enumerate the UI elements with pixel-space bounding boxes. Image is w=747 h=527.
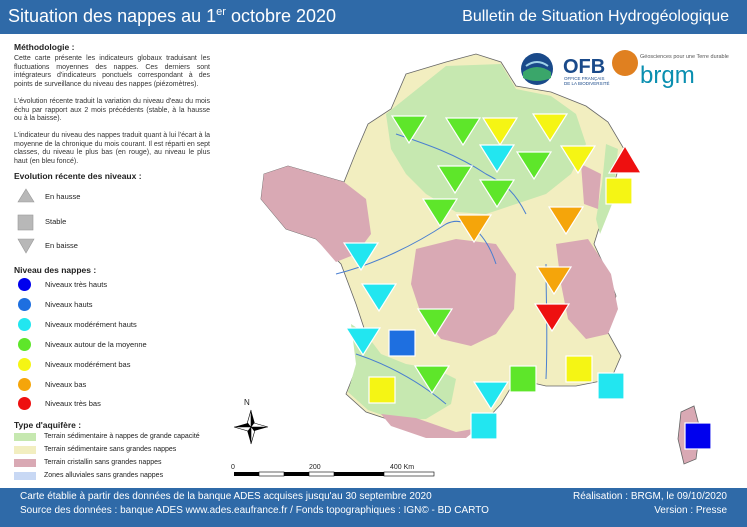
indicator-down-average [436,165,474,195]
indicator-down-average [413,365,451,395]
level-very-low-label: Niveaux très bas [45,399,101,408]
indicator-down-average [416,308,454,338]
scale-label-0: 0 [231,464,235,471]
methodology-paragraph-3: L'indicateur du niveau des nappes tradui… [14,132,210,166]
level-low-dot [18,378,31,391]
indicator-down-mod_high [342,242,380,272]
brgm-logo-text: brgm [640,62,695,89]
indicator-square-high [388,329,416,357]
indicator-down-mod_high [360,283,398,313]
indicator-square-mod_low [605,177,633,205]
garonne-river [355,353,447,405]
level-mod-low-label: Niveaux modérément bas [45,360,131,369]
indicator-square-mod_low [368,376,396,404]
map-area [216,34,747,488]
brgm-logo-icon [612,50,638,76]
seine-river [395,133,527,215]
footer-bar: Carte établie à partir des données de la… [0,488,747,527]
rising-arrow-icon [17,188,35,203]
indicator-square-very_high [684,422,712,450]
aquifer-swatch-1 [14,433,36,441]
aquifer-label-4: Zones alluviales sans grandes nappes [44,472,164,479]
vosges [581,164,601,209]
indicator-down-mod_high [472,381,510,411]
indicator-down-average [515,151,553,181]
footer-source: Source des données : banque ADES www.ade… [20,505,489,516]
level-average-label: Niveaux autour de la moyenne [45,340,147,349]
aquifer-swatch-3 [14,459,36,467]
indicators-layer [342,113,712,450]
levels-title: Niveau des nappes : [14,265,97,275]
indicator-down-mod_low [559,145,597,175]
indicator-down-low [455,214,493,244]
indicator-square-mod_high [597,372,625,400]
scale-label-200: 200 [309,464,321,471]
evolution-legend-symbols [17,188,35,254]
north-arrow-icon [233,409,269,445]
scale-label-400: 400 Km [390,464,415,471]
brgm-tagline: Géosciences pour une Terre durable [640,54,729,60]
footer-version: Version : Presse [654,505,727,516]
indicator-square-average [509,365,537,393]
indicator-square-mod_high [470,412,498,440]
evolution-title: Evolution récente des niveaux : [14,171,142,181]
bulletin-title: Bulletin de Situation Hydrogéologique [462,8,729,25]
aquifer-label-1: Terrain sédimentaire à nappes de grande … [44,433,200,440]
level-high-dot [18,298,31,311]
aquifer-label-2: Terrain sédimentaire sans grandes nappes [44,446,177,453]
header-bar: Situation des nappes au 1er octobre 2020… [0,0,747,34]
evolution-stable-label: Stable [45,217,67,226]
aquifer-swatch-2 [14,446,36,454]
armorican-massif [261,166,371,262]
level-very-low-dot [18,397,31,410]
level-mod-high-label: Niveaux modérément hauts [45,320,137,329]
level-very-high-label: Niveaux très hauts [45,280,108,289]
level-very-high-dot [18,278,31,291]
indicator-down-mod_low [531,113,569,143]
evolution-up-label: En hausse [45,192,81,201]
indicator-square-mod_low [565,355,593,383]
footer-realisation: Réalisation : BRGM, le 09/10/2020 [573,491,727,502]
evolution-down-label: En baisse [45,241,78,250]
indicator-down-average [390,115,428,145]
ofb-logo-subtitle: OFFICE FRANÇAIS DE LA BIODIVERSITÉ [564,76,610,86]
indicator-down-mod_high [344,327,382,357]
falling-arrow-icon [17,238,35,254]
stable-square-icon [17,214,34,231]
indicator-down-mod_low [481,117,519,147]
level-mod-high-dot [18,318,31,331]
france-map [216,34,747,488]
methodology-paragraph-1: Cette carte présente les indicateurs glo… [14,55,210,89]
indicator-down-low [547,206,585,236]
methodology-paragraph-2: L'évolution récente traduit la variation… [14,98,210,123]
indicator-down-average [421,198,459,228]
loire-river [335,220,497,275]
aquifer-swatch-4 [14,472,36,480]
footer-data-note: Carte établie à partir des données de la… [20,491,432,502]
legend-panel: Méthodologie : Cette carte présente les … [0,34,216,488]
indicator-down-average [478,179,516,209]
level-low-label: Niveaux bas [45,380,87,389]
ofb-logo-icon [521,53,553,85]
aquifer-label-3: Terrain cristallin sans grandes nappes [44,459,162,466]
methodology-title: Méthodologie : [14,42,75,52]
indicator-down-mod_high [478,144,516,174]
map-title: Situation des nappes au 1er octobre 2020 [8,6,337,26]
indicator-down-low [535,266,573,296]
level-high-label: Niveaux hauts [45,300,93,309]
alps [556,239,618,339]
level-average-dot [18,338,31,351]
aquifer-title: Type d'aquifère : [14,420,82,430]
ofb-logo-text: OFB [563,56,606,78]
north-label: N [244,398,250,407]
indicator-up-very_low [607,144,643,174]
level-mod-low-dot [18,358,31,371]
pyrenees [381,414,478,438]
scale-bar [234,471,435,477]
indicator-down-very_low [533,303,571,333]
indicator-down-average [444,117,482,147]
